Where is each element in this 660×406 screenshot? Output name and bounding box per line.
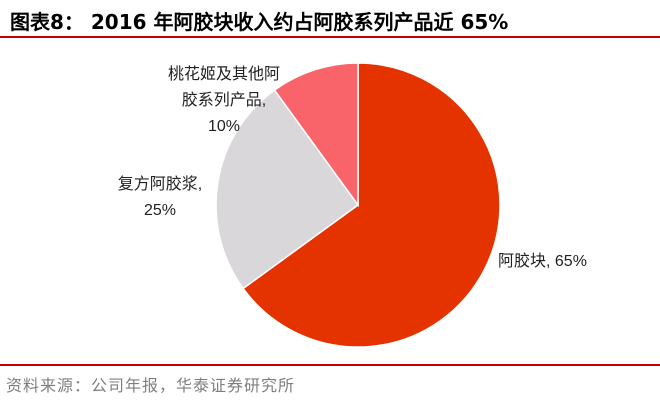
footer-divider — [0, 364, 660, 366]
source-note: 资料来源：公司年报，华泰证券研究所 — [6, 376, 296, 395]
pie-chart: 阿胶块, 65% 复方阿胶浆, 25% 桃花姬及其他阿胶系列产品, 10% — [118, 62, 587, 348]
pie-slice-2 — [273, 62, 359, 208]
pie-slice-0 — [242, 62, 501, 348]
chart-title: 图表8： 2016 年阿胶块收入约占阿胶系列产品近 65% — [10, 10, 509, 34]
slice-label-2: 桃花姬及其他阿胶系列产品, 10% — [168, 65, 280, 135]
title-divider — [0, 36, 660, 38]
slice-label-1: 复方阿胶浆, 25% — [118, 175, 202, 219]
title-bar: 图表8： 2016 年阿胶块收入约占阿胶系列产品近 65% — [0, 0, 660, 36]
slice-label-0: 阿胶块, 65% — [498, 252, 587, 270]
pie-slice-1 — [215, 89, 360, 290]
